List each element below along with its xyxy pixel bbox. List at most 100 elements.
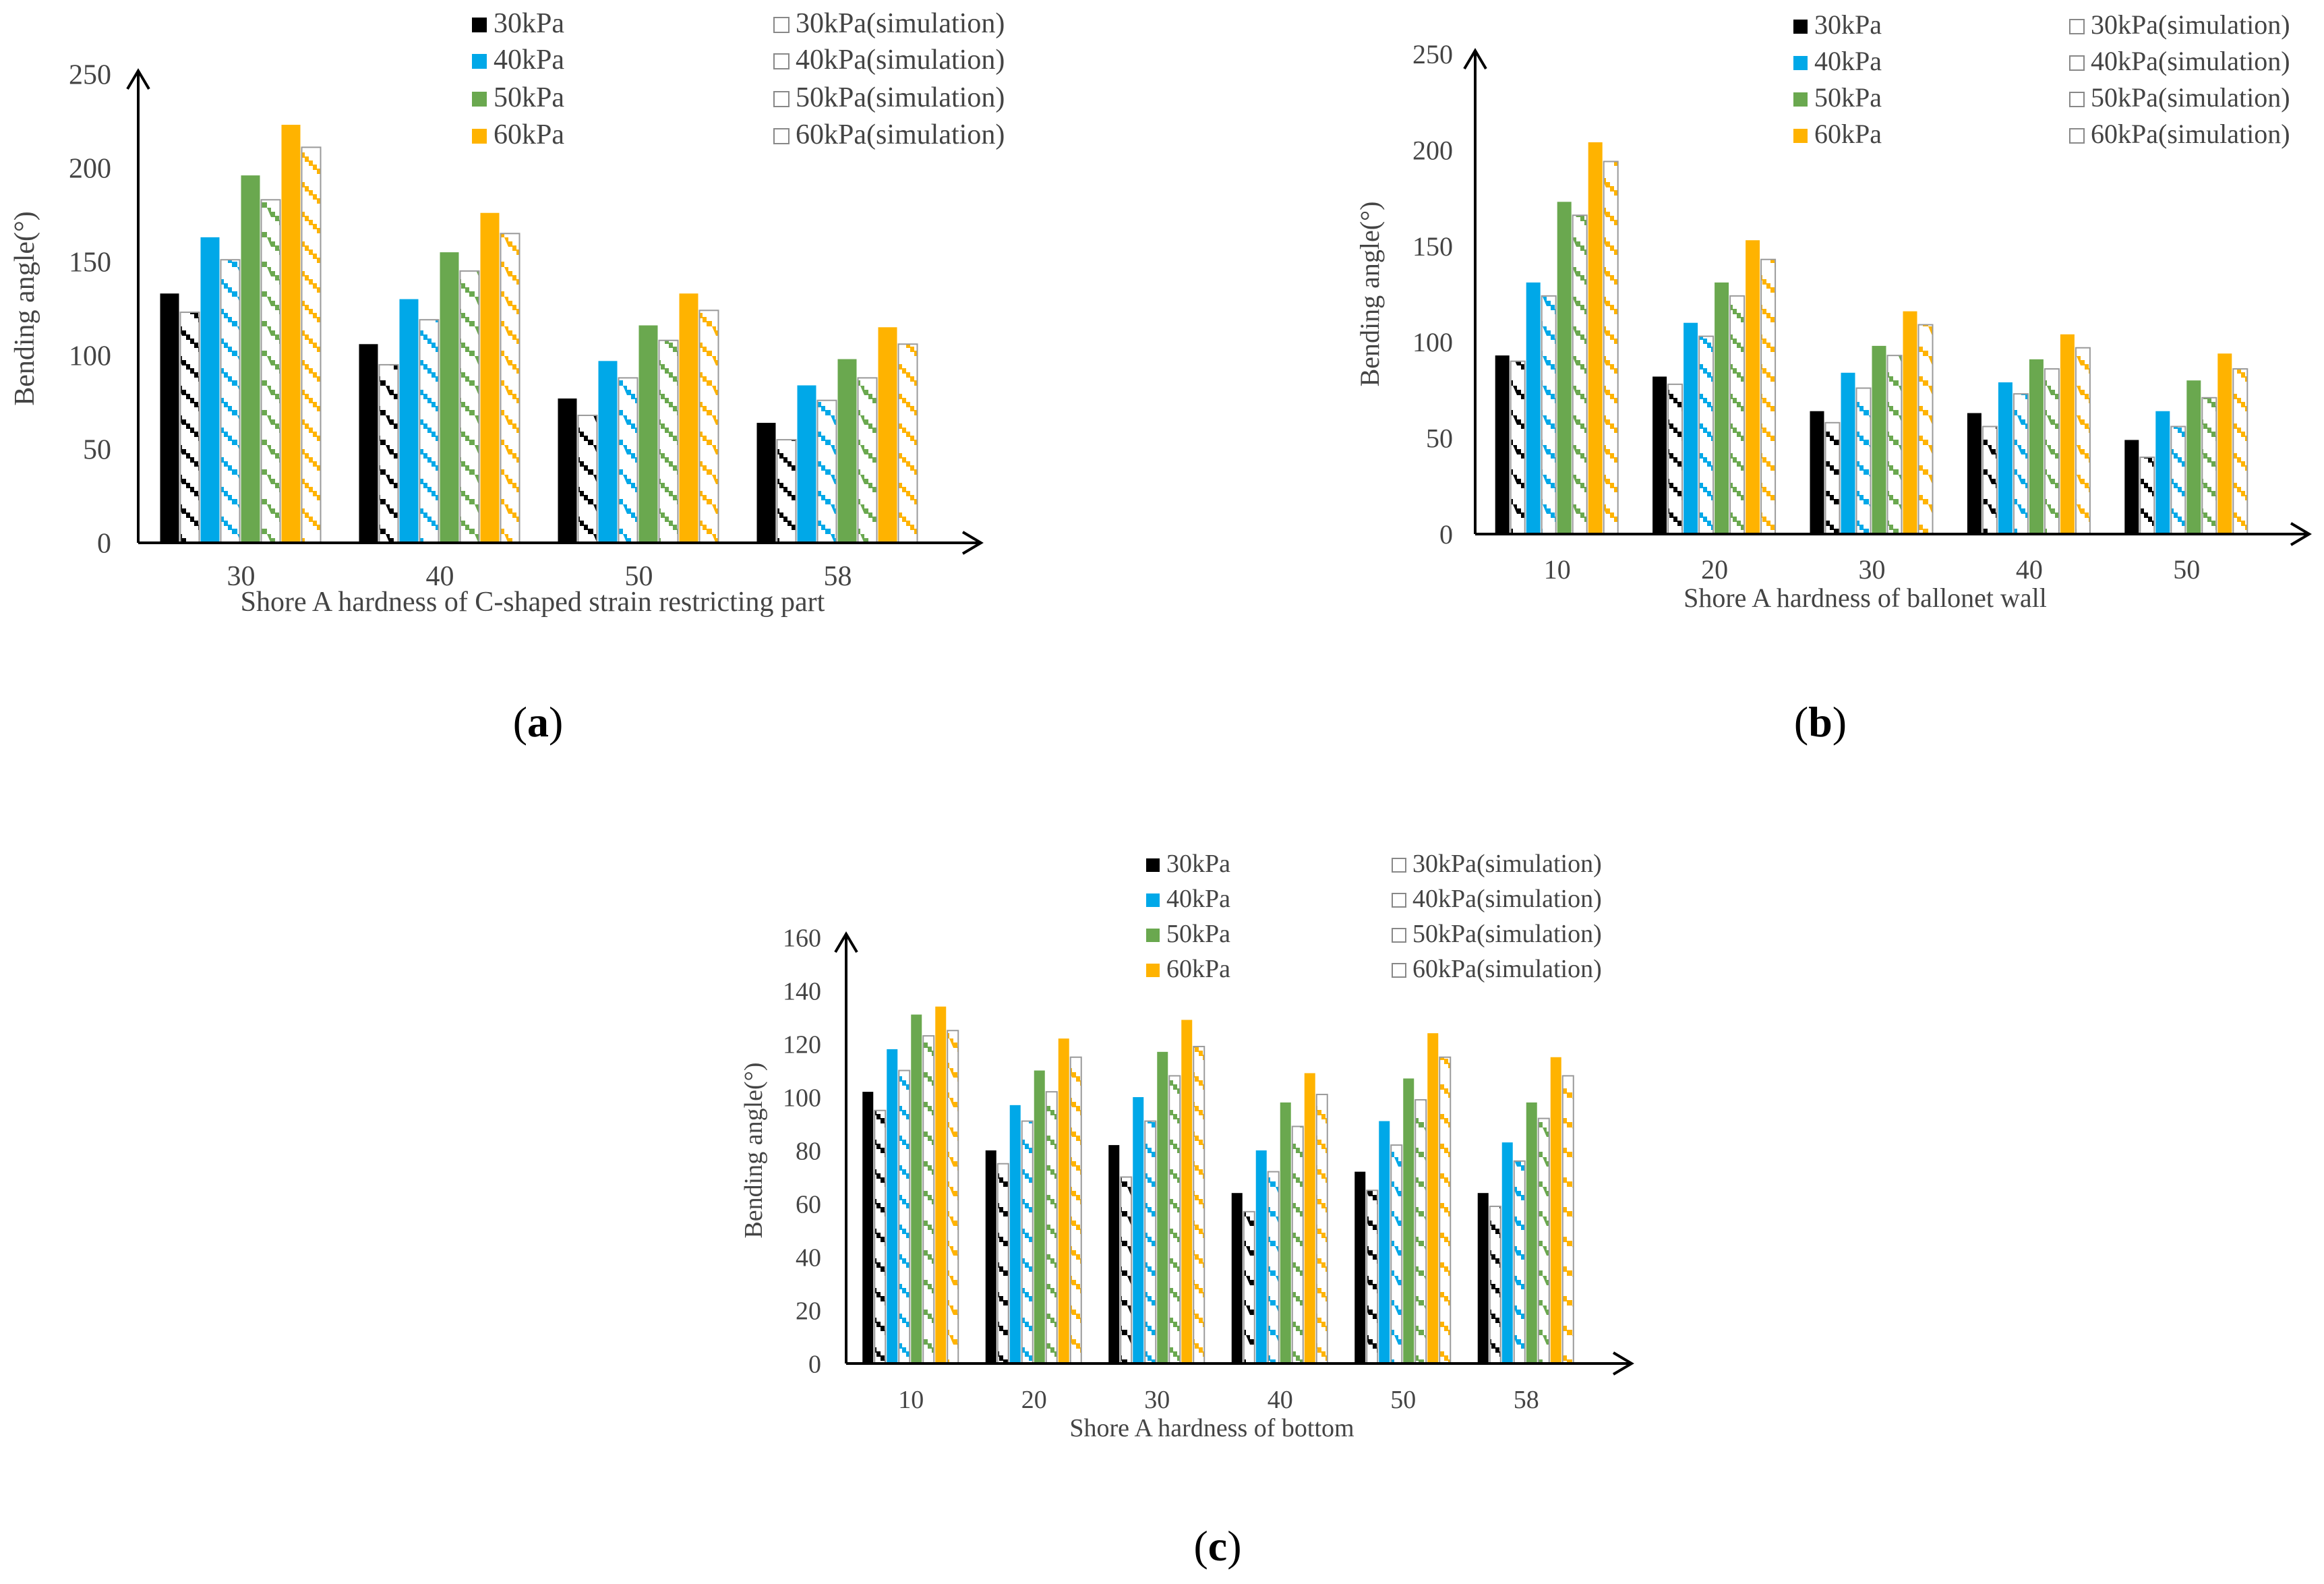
y-tick-label: 200 bbox=[69, 154, 111, 185]
bar-60kpa-40 bbox=[2060, 334, 2075, 534]
x-tick-label: 40 bbox=[2016, 554, 2043, 585]
y-tick-label: 100 bbox=[1412, 327, 1453, 357]
y-tick-label: 20 bbox=[796, 1297, 821, 1325]
bar-60kpasimulation-58 bbox=[1561, 1075, 1574, 1365]
bar-60kpasimulation-10 bbox=[947, 1030, 959, 1364]
legend-label: 40kPa bbox=[494, 45, 564, 76]
y-tick-label: 160 bbox=[783, 924, 821, 952]
bar-60kpa-58 bbox=[878, 327, 897, 543]
bar-60kpa-20 bbox=[1746, 240, 1760, 534]
bar-40kpasimulation-30 bbox=[220, 259, 241, 544]
bar-50kpasimulation-50 bbox=[1414, 1098, 1427, 1364]
x-axis-title: Shore A hardness of C-shaped strain rest… bbox=[241, 587, 825, 618]
bar-60kpa-30 bbox=[1903, 311, 1917, 534]
bar-40kpasimulation-58 bbox=[1513, 1160, 1526, 1365]
legend-swatch bbox=[472, 18, 487, 32]
bar-40kpa-30 bbox=[1133, 1097, 1144, 1363]
y-tick-label: 50 bbox=[83, 435, 111, 466]
legend-swatch bbox=[2069, 128, 2085, 144]
y-tick-label: 100 bbox=[69, 341, 111, 372]
legend-swatch bbox=[1146, 858, 1160, 872]
bar-30kpa-50 bbox=[558, 398, 577, 543]
bar-50kpasimulation-40 bbox=[459, 270, 480, 544]
bar-50kpasimulation-10 bbox=[922, 1035, 935, 1365]
bar-40kpa-50 bbox=[1379, 1121, 1390, 1363]
y-tick-label: 120 bbox=[783, 1030, 821, 1059]
legend-label: 60kPa(simulation) bbox=[1412, 955, 1602, 983]
legend-label: 50kPa bbox=[1166, 920, 1230, 948]
bar-50kpa-30 bbox=[241, 175, 260, 543]
bar-50kpa-30 bbox=[1157, 1051, 1168, 1363]
y-axis-arrow bbox=[1463, 48, 1487, 70]
bar-40kpasimulation-10 bbox=[1541, 295, 1557, 535]
bar-50kpa-10 bbox=[1557, 202, 1572, 534]
y-tick-label: 150 bbox=[1412, 231, 1453, 262]
x-tick-label: 30 bbox=[1859, 554, 1886, 585]
legend-swatch bbox=[1146, 964, 1160, 977]
bar-40kpasimulation-40 bbox=[419, 319, 440, 544]
bar-40kpasimulation-30 bbox=[1855, 387, 1872, 535]
bar-50kpa-50 bbox=[1403, 1078, 1414, 1363]
x-tick-label: 50 bbox=[2173, 554, 2200, 585]
y-axis-title: Bending angle(°) bbox=[9, 211, 40, 406]
bar-40kpasimulation-50 bbox=[2170, 426, 2186, 535]
legend-label: 50kPa(simulation) bbox=[1412, 920, 1602, 948]
bar-30kpasimulation-30 bbox=[1120, 1176, 1133, 1364]
bar-60kpasimulation-30 bbox=[1193, 1045, 1205, 1364]
bar-40kpa-40 bbox=[399, 299, 419, 543]
legend-label: 60kPa(simulation) bbox=[2091, 119, 2290, 149]
bar-60kpasimulation-20 bbox=[1760, 258, 1777, 535]
bar-60kpa-50 bbox=[679, 293, 698, 543]
x-axis-arrow bbox=[1612, 1351, 1634, 1376]
bar-30kpa-58 bbox=[756, 423, 776, 543]
bar-50kpa-40 bbox=[440, 252, 459, 543]
legend-swatch bbox=[1793, 92, 1808, 107]
x-tick-label: 40 bbox=[426, 561, 454, 592]
bar-40kpa-30 bbox=[200, 237, 220, 543]
legend-swatch bbox=[2069, 55, 2085, 71]
bar-60kpasimulation-40 bbox=[500, 233, 520, 544]
bar-40kpa-58 bbox=[797, 385, 816, 543]
bar-60kpa-58 bbox=[1550, 1057, 1561, 1363]
legend-label: 40kPa bbox=[1814, 46, 1882, 76]
bar-30kpa-50 bbox=[2124, 440, 2139, 534]
bar-50kpasimulation-40 bbox=[2044, 368, 2060, 535]
x-axis-arrow bbox=[961, 531, 984, 555]
bar-60kpa-40 bbox=[1304, 1073, 1315, 1363]
bar-60kpasimulation-50 bbox=[698, 310, 719, 544]
x-axis-arrow bbox=[2290, 522, 2312, 546]
y-tick-label: 40 bbox=[796, 1243, 821, 1272]
legend-swatch bbox=[472, 92, 487, 107]
bar-40kpasimulation-40 bbox=[1267, 1171, 1280, 1364]
bar-60kpa-50 bbox=[2217, 353, 2232, 534]
bar-40kpa-10 bbox=[887, 1049, 898, 1363]
bar-60kpa-30 bbox=[1181, 1020, 1193, 1363]
legend-swatch bbox=[1146, 893, 1160, 907]
chart-b: 0 50 100 150 200 250 10 20 30 40 50 Shore A hardnes… bbox=[1354, 9, 2312, 613]
bar-50kpasimulation-20 bbox=[1729, 295, 1746, 535]
y-tick-label: 140 bbox=[783, 977, 821, 1005]
bar-60kpa-50 bbox=[1427, 1033, 1439, 1363]
x-tick-label: 58 bbox=[824, 561, 852, 592]
bar-50kpa-50 bbox=[2186, 380, 2201, 534]
bar-50kpasimulation-10 bbox=[1572, 214, 1588, 535]
bar-50kpasimulation-30 bbox=[1168, 1075, 1181, 1365]
bar-50kpasimulation-30 bbox=[1886, 355, 1903, 535]
bar-40kpasimulation-40 bbox=[2013, 393, 2029, 535]
bar-60kpasimulation-58 bbox=[897, 343, 918, 544]
bar-50kpa-40 bbox=[1280, 1102, 1291, 1363]
bar-60kpasimulation-10 bbox=[1603, 160, 1619, 535]
bar-50kpa-58 bbox=[837, 359, 857, 543]
legend-label: 30kPa(simulation) bbox=[796, 8, 1005, 39]
bar-50kpasimulation-50 bbox=[658, 339, 679, 544]
y-tick-label: 0 bbox=[1439, 519, 1453, 550]
bar-60kpasimulation-30 bbox=[301, 146, 322, 544]
bar-30kpasimulation-10 bbox=[1510, 360, 1526, 535]
y-axis-title: Bending angle(°) bbox=[1354, 202, 1385, 387]
x-tick-label: 50 bbox=[1390, 1386, 1416, 1414]
legend-swatch bbox=[472, 129, 487, 144]
bar-30kpasimulation-40 bbox=[1982, 426, 1998, 535]
legend-label: 40kPa(simulation) bbox=[2091, 46, 2290, 76]
legend-label: 30kPa(simulation) bbox=[2091, 9, 2290, 40]
